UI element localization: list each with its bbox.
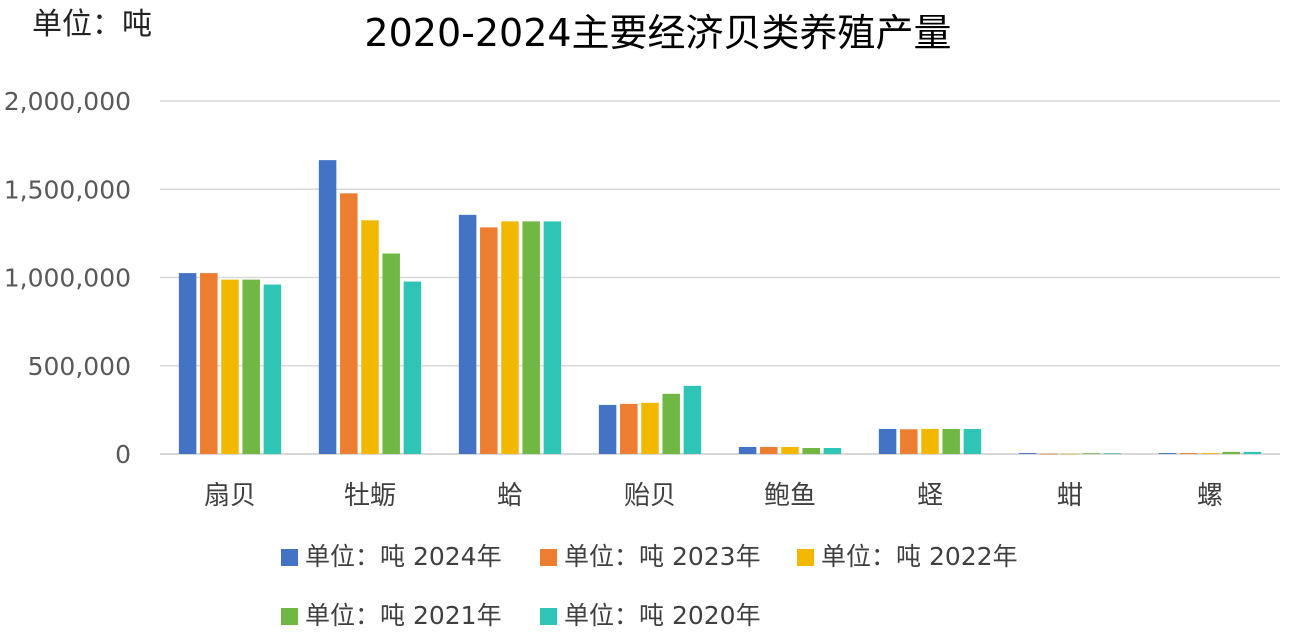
legend-label: 单位：吨 2024年: [305, 542, 502, 571]
chart-title: 2020-2024主要经济贝类养殖产量: [364, 11, 951, 55]
x-tick-label: 蛤: [497, 481, 523, 511]
bar: [760, 446, 778, 454]
bar: [543, 221, 562, 454]
bar: [458, 214, 477, 454]
bar: [522, 221, 540, 454]
y-tick-label: 500,000: [28, 352, 131, 381]
y-tick-label: 1,500,000: [4, 175, 131, 204]
bar: [1222, 451, 1240, 454]
bar: [1180, 453, 1198, 454]
legend-item: 单位：吨 2022年: [797, 542, 1018, 571]
bar: [382, 253, 400, 454]
bar: [1018, 453, 1037, 454]
bar: [1082, 453, 1100, 454]
bar: [1040, 453, 1058, 455]
bar: [1243, 451, 1262, 454]
bar: [178, 273, 197, 454]
y-tick-label: 2,000,000: [4, 87, 131, 116]
legend-label: 单位：吨 2023年: [564, 542, 761, 571]
bar: [598, 404, 617, 454]
bar: [900, 429, 918, 454]
legend-swatch: [540, 608, 557, 625]
bar: [263, 284, 282, 454]
legend-item: 单位：吨 2024年: [281, 542, 502, 571]
bar: [480, 227, 498, 454]
y-tick-label: 1,000,000: [4, 264, 131, 293]
legend-item: 单位：吨 2023年: [540, 542, 761, 571]
legend-swatch: [797, 549, 814, 566]
bar: [738, 446, 757, 454]
x-tick-label: 牡蛎: [344, 481, 396, 511]
bar: [1201, 453, 1219, 454]
bar: [878, 428, 897, 454]
legend-label: 单位：吨 2022年: [821, 542, 1018, 571]
bar: [921, 428, 939, 454]
legend-swatch: [281, 549, 298, 566]
legend-label: 单位：吨 2020年: [564, 601, 761, 630]
bar: [662, 393, 680, 454]
bar: [403, 281, 422, 454]
legend-label: 单位：吨 2021年: [305, 601, 502, 630]
bar: [963, 428, 982, 454]
x-tick-label: 螺: [1197, 481, 1223, 511]
legend-item: 单位：吨 2021年: [281, 601, 502, 630]
bar: [781, 446, 799, 454]
x-tick-label: 蛏: [917, 481, 943, 511]
x-tick-label: 蚶: [1057, 481, 1083, 511]
bar: [501, 221, 519, 454]
bar: [1061, 453, 1079, 455]
x-tick-label: 扇贝: [204, 481, 256, 511]
bar: [1158, 453, 1177, 454]
y-tick-label: 0: [115, 440, 131, 469]
bar: [802, 447, 820, 454]
bar: [340, 193, 358, 454]
legend-swatch: [281, 608, 298, 625]
bar: [823, 447, 842, 454]
bar: [683, 385, 702, 454]
bar: [242, 279, 260, 454]
bar: [200, 273, 218, 454]
bar: [318, 160, 337, 454]
bar: [942, 428, 960, 454]
x-tick-label: 鲍鱼: [764, 481, 816, 511]
legend-item: 单位：吨 2020年: [540, 601, 761, 630]
bar: [1103, 453, 1122, 454]
unit-label: 单位：吨: [32, 7, 152, 42]
bar: [620, 403, 638, 454]
bar: [361, 220, 379, 454]
bar: [641, 402, 659, 454]
x-tick-label: 贻贝: [624, 481, 676, 511]
legend-swatch: [540, 549, 557, 566]
bar: [221, 279, 239, 454]
